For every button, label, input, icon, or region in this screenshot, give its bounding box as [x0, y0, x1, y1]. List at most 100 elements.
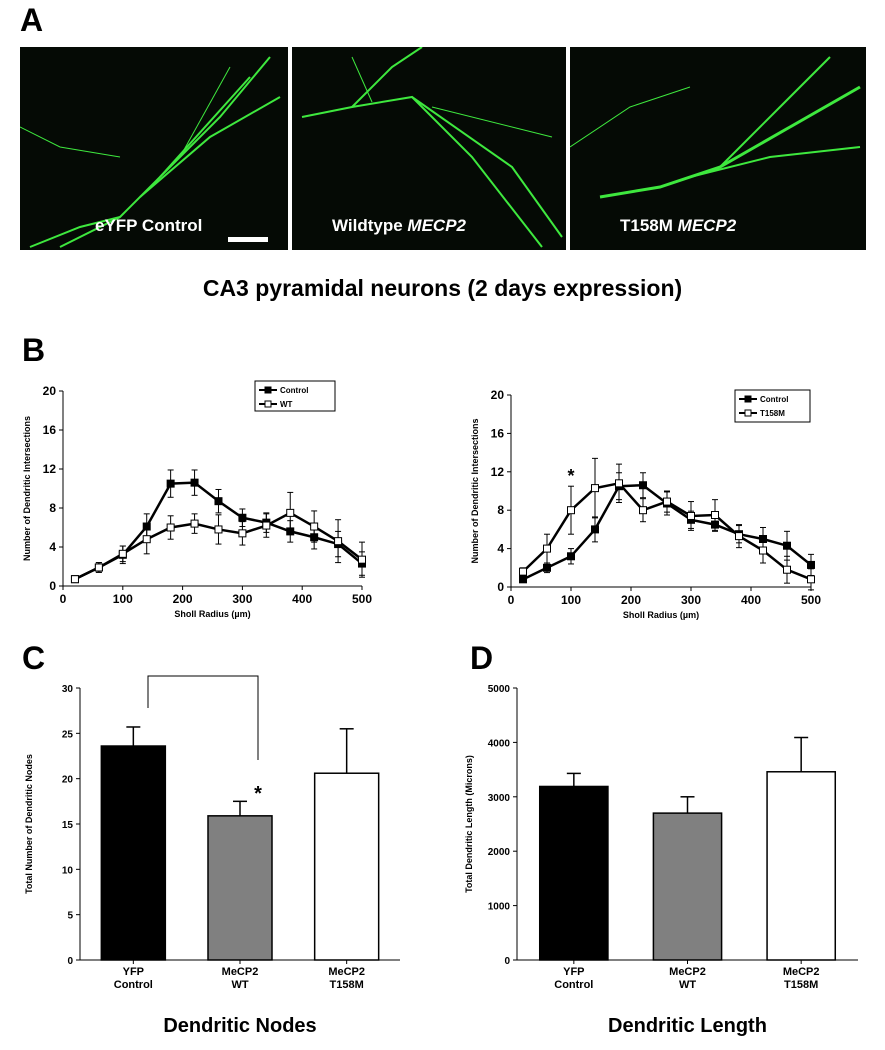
marker: [543, 563, 551, 572]
marker: [166, 523, 175, 532]
y-tick-label: 4: [49, 540, 56, 554]
y-tick-label: 12: [491, 465, 505, 479]
label-text: T158M: [620, 216, 673, 235]
y-axis-label: Total Dendritic Length (Microns): [464, 755, 474, 893]
annotation: *: [567, 466, 574, 486]
x-tick-label: 200: [173, 592, 193, 606]
y-tick-label: 30: [62, 684, 74, 695]
y-tick-label: 12: [43, 462, 57, 476]
gene-name: MECP2: [407, 216, 466, 235]
image-label: eYFP Control: [95, 216, 203, 235]
marker: [807, 575, 815, 584]
marker: [358, 555, 366, 564]
y-tick-label: 16: [491, 426, 505, 440]
x-tick-label: 300: [681, 593, 701, 607]
marker: [711, 511, 719, 519]
marker: [591, 525, 599, 534]
marker: [519, 567, 527, 576]
marker: [286, 508, 295, 517]
marker: [238, 513, 247, 522]
y-tick-label: 0: [504, 956, 510, 967]
marker: [334, 537, 343, 546]
marker: [262, 521, 271, 530]
y-axis-label: Number of Dendritic Intersections: [470, 418, 480, 563]
marker: [166, 479, 175, 488]
micrograph: Wildtype MECP2: [292, 47, 566, 250]
marker: [615, 479, 623, 488]
legend-marker: [744, 409, 752, 417]
micrograph: T158M MECP2: [570, 47, 866, 250]
legend-label: Control: [280, 386, 308, 395]
y-tick-label: 20: [43, 384, 57, 398]
panel-label: A: [20, 2, 44, 38]
y-tick-label: 8: [49, 501, 56, 515]
marker: [94, 563, 103, 572]
bar: [652, 812, 723, 961]
x-tick-label: 500: [352, 592, 372, 606]
neuron-image: [20, 56, 281, 248]
y-tick-label: 10: [62, 865, 74, 876]
y-axis-label: Number of Dendritic Intersections: [22, 416, 32, 561]
x-tick-label: MeCP2 WT: [221, 966, 259, 991]
legend-label: T158M: [760, 409, 785, 418]
marker: [567, 552, 575, 561]
legend-label: WT: [280, 400, 293, 409]
neuron-image: [570, 56, 861, 199]
x-tick-label: 0: [60, 592, 67, 606]
y-tick-label: 15: [62, 820, 74, 831]
x-tick-label: 100: [113, 592, 133, 606]
marker: [783, 565, 791, 574]
marker: [190, 519, 199, 528]
y-tick-label: 4: [497, 542, 504, 556]
chart-title: Dendritic Length: [608, 1015, 767, 1037]
bar: [538, 785, 609, 961]
y-tick-label: 8: [497, 503, 504, 517]
x-tick-label: MeCP2 T158M: [328, 966, 365, 991]
image-label: T158M MECP2: [620, 216, 736, 236]
x-tick-label: 300: [232, 592, 252, 606]
marker: [663, 497, 671, 506]
marker: [214, 525, 223, 534]
x-tick-label: 100: [561, 593, 581, 607]
neuron-image: [301, 47, 563, 248]
annotation: *: [254, 783, 262, 805]
y-tick-label: 2000: [488, 847, 511, 858]
legend-marker: [264, 386, 272, 394]
legend-box: [734, 389, 811, 423]
bar: [766, 771, 837, 961]
marker: [310, 522, 319, 531]
marker: [567, 506, 575, 515]
bar: [313, 772, 380, 961]
marker: [118, 549, 127, 558]
panel-label: C: [22, 640, 46, 676]
x-tick-label: 200: [621, 593, 641, 607]
marker: [591, 484, 599, 493]
marker: [735, 532, 743, 541]
y-tick-label: 16: [43, 423, 57, 437]
x-axis-label: Sholl Radius (µm): [174, 609, 250, 619]
significance-bracket: [147, 675, 259, 760]
y-axis-label: Total Number of Dendritic Nodes: [24, 754, 34, 894]
marker: [807, 560, 815, 569]
bar: [100, 745, 167, 961]
marker: [639, 506, 647, 515]
x-axis-label: Sholl Radius (µm): [623, 610, 699, 620]
y-tick-label: 1000: [488, 902, 511, 913]
y-tick-label: 0: [49, 579, 56, 593]
x-tick-label: YFP Control: [554, 966, 594, 991]
bar: [207, 815, 273, 961]
marker: [783, 541, 791, 550]
x-tick-label: MeCP2 T158M: [782, 966, 820, 991]
x-tick-label: MeCP2 WT: [669, 966, 706, 991]
chart-title: Dendritic Nodes: [163, 1015, 316, 1037]
legend-marker: [744, 395, 752, 403]
marker: [70, 575, 79, 584]
y-tick-label: 20: [62, 775, 74, 786]
marker: [519, 575, 527, 584]
x-tick-label: 400: [741, 593, 761, 607]
caption: CA3 pyramidal neurons (2 days expression…: [202, 275, 683, 301]
x-tick-label: 0: [508, 593, 515, 607]
y-tick-label: 4000: [488, 738, 511, 749]
marker: [687, 511, 695, 520]
